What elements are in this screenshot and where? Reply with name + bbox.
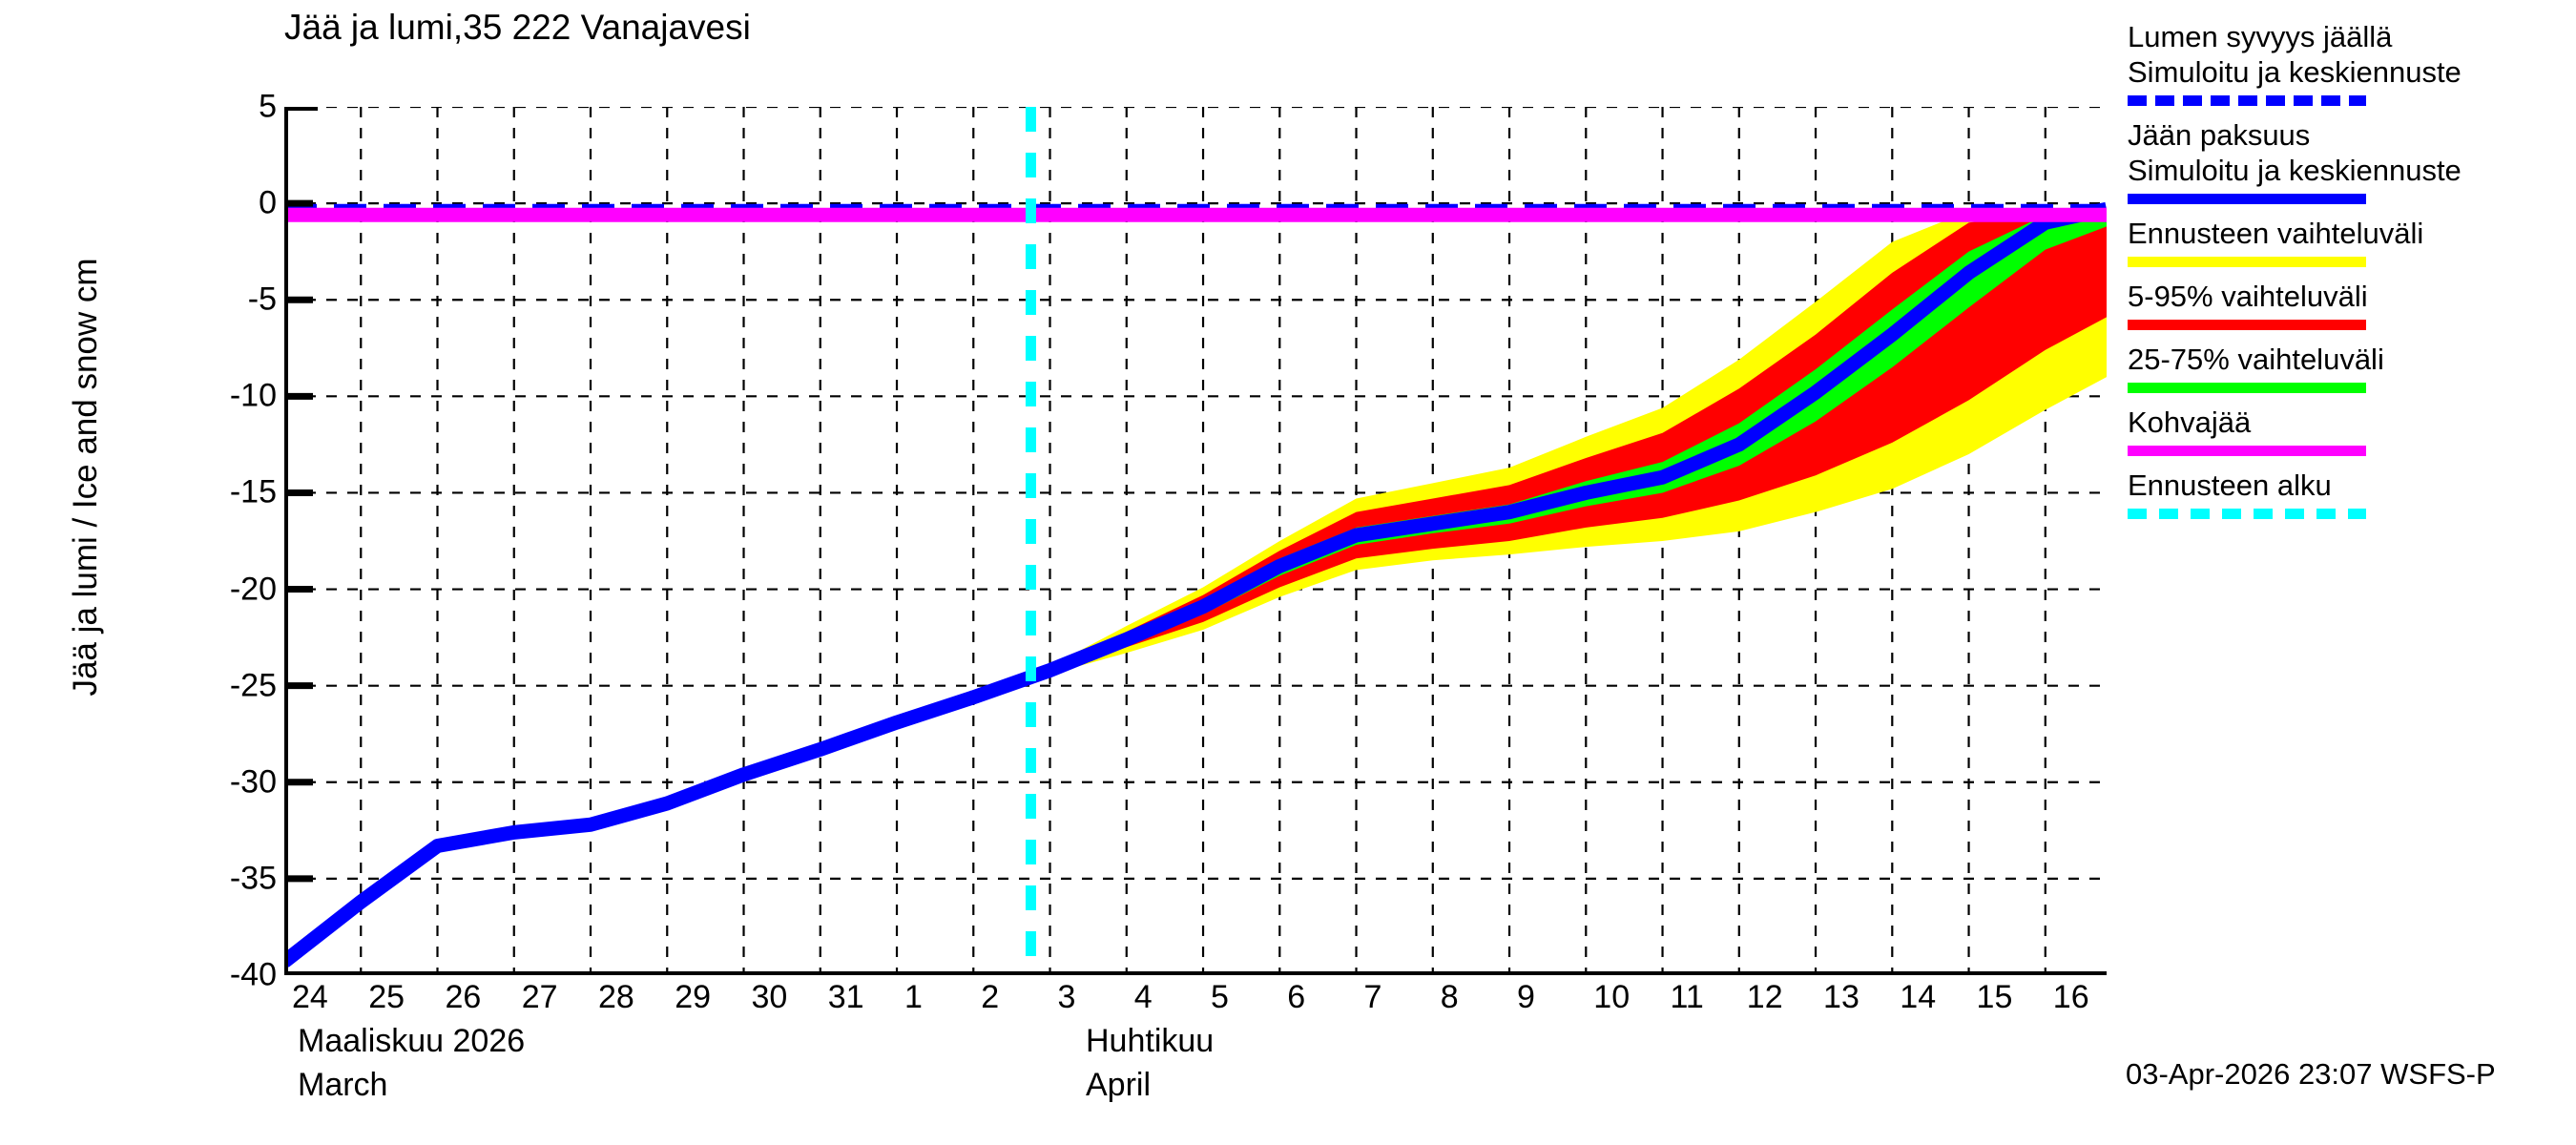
legend-item-snow-depth-on-ice: Lumen syvyys jäällä Simuloitu ja keskienn… — [2128, 19, 2576, 106]
y-tick-5: 5 — [259, 88, 277, 125]
legend-item-range-25-75: 25-75% vaihteluväli — [2128, 342, 2576, 393]
x-tick-6: 6 — [1287, 979, 1306, 1015]
legend-swatch-snow-depth-on-ice — [2128, 95, 2366, 106]
y-axis-tick-labels: 5 0 -5 -10 -15 -20 -25 -30 -35 -40 — [172, 89, 277, 993]
y-tick--35: -35 — [229, 860, 277, 897]
x-tick-30: 30 — [751, 979, 788, 1015]
legend-item-label: Ennusteen vaihteluväli — [2128, 217, 2424, 250]
series-Jään paksuus – Simuloitu ja keskiennuste — [284, 201, 2107, 968]
x-axis-tick-labels: 24 25 26 27 28 29 30 31 1 2 3 4 5 6 7 8 9 10 11 12 13 14 15 16 — [284, 979, 2107, 1023]
legend-item-range-5-95: 5-95% vaihteluväli — [2128, 279, 2576, 330]
x-tick-16: 16 — [2052, 979, 2089, 1015]
chart-svg — [284, 107, 2107, 975]
x-tick-3: 3 — [1057, 979, 1076, 1015]
x-axis-month-label-en-1: March — [298, 1067, 388, 1103]
legend-swatch-forecast-range — [2128, 257, 2366, 267]
legend-swatch-range-5-95 — [2128, 320, 2366, 330]
page-title: Jää ja lumi,35 222 Vanajavesi — [284, 8, 751, 47]
x-tick-1: 1 — [904, 979, 923, 1015]
x-tick-25: 25 — [368, 979, 405, 1015]
x-tick-7: 7 — [1363, 979, 1382, 1015]
y-tick--10: -10 — [229, 377, 277, 414]
legend-item-label: 25-75% vaihteluväli — [2128, 343, 2384, 376]
x-tick-26: 26 — [445, 979, 482, 1015]
legend-item-label: Ennusteen alku — [2128, 468, 2332, 502]
legend-swatch-ice-thickness — [2128, 194, 2366, 204]
x-axis-month-label-fi-2: Huhtikuu — [1086, 1023, 1215, 1059]
x-axis-month-label-fi-1: Maaliskuu 2026 — [298, 1023, 526, 1059]
x-tick-8: 8 — [1440, 979, 1459, 1015]
plot-area — [284, 107, 2107, 975]
y-axis-label: Jää ja lumi / Ice and snow cm — [67, 258, 104, 697]
x-tick-11: 11 — [1670, 979, 1704, 1015]
y-tick--40: -40 — [229, 956, 277, 993]
legend-item-forecast-start: Ennusteen alku — [2128, 468, 2576, 519]
legend-item-ice-thickness: Jään paksuus Simuloitu ja keskiennuste — [2128, 117, 2576, 204]
x-tick-13: 13 — [1823, 979, 1859, 1015]
legend-item-sublabel: Simuloitu ja keskiennuste — [2128, 154, 2462, 187]
x-tick-15: 15 — [1976, 979, 2013, 1015]
legend-item-sublabel: Simuloitu ja keskiennuste — [2128, 55, 2462, 89]
x-axis-month-label-en-2: April — [1086, 1067, 1152, 1103]
y-tick--15: -15 — [229, 473, 277, 510]
legend-item-label: Jään paksuus — [2128, 118, 2311, 152]
legend-item-forecast-range: Ennusteen vaihteluväli — [2128, 216, 2576, 267]
x-tick-27: 27 — [521, 979, 558, 1015]
x-tick-5: 5 — [1211, 979, 1229, 1015]
y-tick--30: -30 — [229, 763, 277, 801]
x-tick-31: 31 — [827, 979, 864, 1015]
x-tick-10: 10 — [1593, 979, 1631, 1015]
legend-item-label: Kohvajää — [2128, 406, 2252, 439]
x-tick-9: 9 — [1517, 979, 1535, 1015]
y-tick--25: -25 — [229, 667, 277, 704]
x-tick-2: 2 — [981, 979, 1000, 1015]
y-tick--5: -5 — [247, 281, 277, 318]
grid-lines — [284, 107, 2107, 975]
chart-legend: Lumen syvyys jäällä Simuloitu ja keskienn… — [2128, 19, 2576, 531]
x-tick-28: 28 — [598, 979, 634, 1015]
legend-swatch-forecast-start — [2128, 509, 2366, 519]
x-tick-12: 12 — [1746, 979, 1783, 1015]
y-tick-0: 0 — [259, 184, 277, 221]
legend-swatch-slush-ice — [2128, 446, 2366, 456]
legend-item-slush-ice: Kohvajää — [2128, 405, 2576, 456]
legend-swatch-range-25-75 — [2128, 383, 2366, 393]
x-tick-4: 4 — [1133, 979, 1153, 1015]
x-tick-29: 29 — [675, 979, 712, 1015]
axis-frame — [284, 107, 2107, 975]
y-tick--20: -20 — [229, 571, 277, 608]
legend-item-label: 5-95% vaihteluväli — [2128, 280, 2368, 313]
x-tick-14: 14 — [1900, 979, 1937, 1015]
x-tick-24: 24 — [292, 979, 328, 1015]
footer-timestamp: 03-Apr-2026 23:07 WSFS-P — [2126, 1057, 2496, 1091]
data-series — [284, 201, 2107, 968]
legend-item-label: Lumen syvyys jäällä — [2128, 20, 2393, 53]
